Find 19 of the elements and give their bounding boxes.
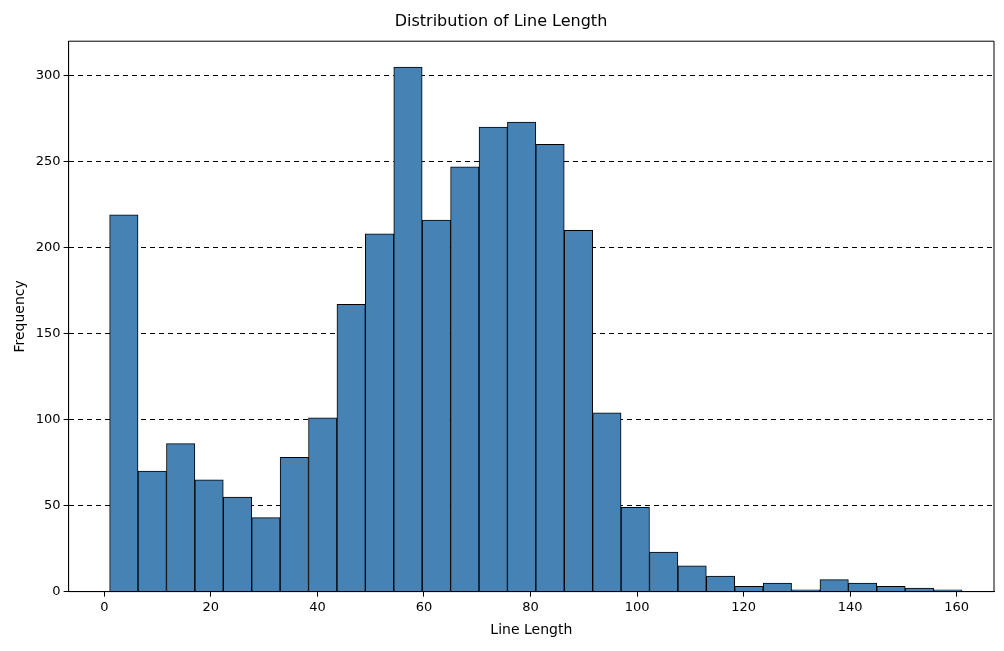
x-tick-label: 140: [837, 598, 863, 614]
x-tick-label: 120: [731, 598, 757, 614]
y-tick-label: 50: [44, 496, 61, 512]
x-tick-label: 160: [944, 598, 970, 614]
y-tick-label: 150: [35, 324, 61, 340]
y-tick-label: 300: [35, 66, 61, 82]
x-axis-title: Line Length: [490, 621, 573, 638]
y-tick-label: 0: [52, 582, 61, 598]
y-tick-label: 100: [35, 410, 61, 426]
x-tick-label: 100: [624, 598, 650, 614]
y-tick-label: 250: [35, 152, 61, 168]
x-tick-label: 20: [202, 598, 220, 614]
chart-title: Distribution of Line Length: [394, 10, 608, 30]
y-axis-title: Frequency: [11, 280, 28, 353]
x-tick-label: 60: [415, 598, 433, 614]
x-tick-label: 40: [309, 598, 326, 614]
x-tick-label: 80: [522, 598, 539, 614]
x-tick-label: 0: [100, 598, 109, 614]
y-tick-label: 200: [35, 238, 61, 254]
